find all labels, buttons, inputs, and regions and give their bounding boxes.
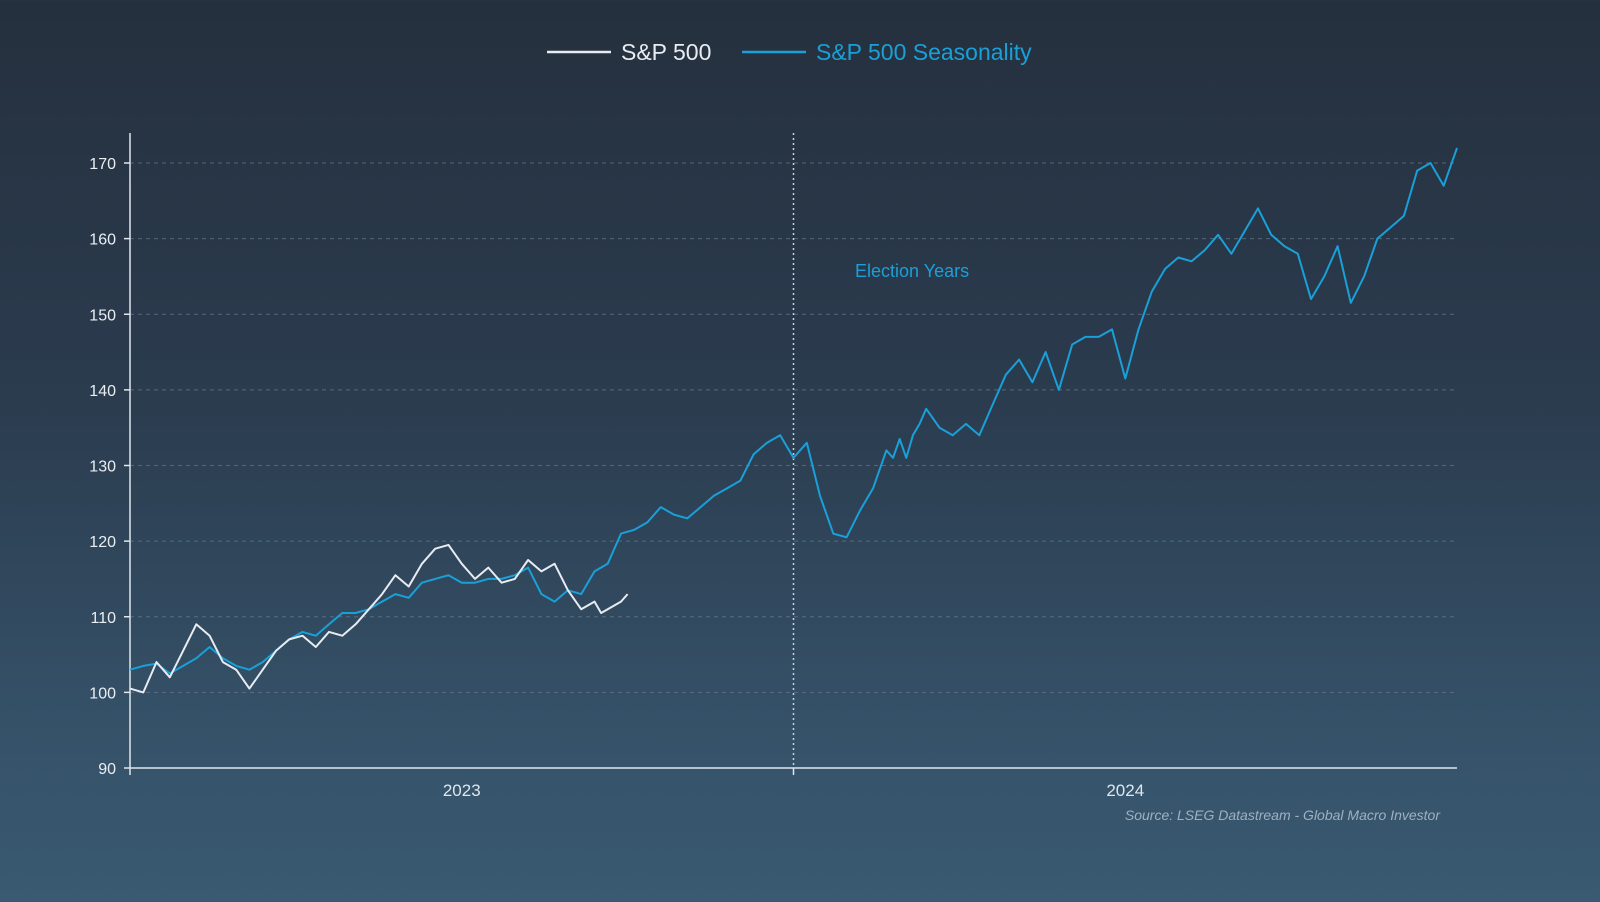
- source-note: Source: LSEG Datastream - Global Macro I…: [1125, 807, 1441, 823]
- legend-item-sp500-seasonality-label: S&P 500 Seasonality: [816, 39, 1032, 65]
- y-tick-label-150: 150: [89, 307, 116, 324]
- labels: Election Years Source: LSEG Datastream - …: [855, 261, 1441, 823]
- series-line-sp500: [129, 543, 629, 694]
- axes: 90 100 110 120 130 140 150 160 170 2023 2024: [89, 133, 1457, 800]
- x-tick-label-2024: 2024: [1106, 781, 1144, 800]
- y-tick-label-120: 120: [89, 534, 116, 551]
- legend: S&P 500 S&P 500 Seasonality: [547, 39, 1032, 65]
- legend-item-sp500: S&P 500: [547, 39, 711, 65]
- y-tick-label-130: 130: [89, 459, 116, 476]
- y-tick-label-110: 110: [90, 610, 116, 627]
- gridlines: [130, 162, 1457, 693]
- y-tick-label-160: 160: [89, 232, 116, 249]
- legend-item-sp500-seasonality: S&P 500 Seasonality: [742, 39, 1032, 65]
- y-tick-label-90: 90: [98, 761, 116, 778]
- legend-item-sp500-label: S&P 500: [621, 39, 711, 65]
- series-layer: [129, 147, 1458, 694]
- x-tick-label-2023: 2023: [443, 781, 481, 800]
- y-tick-label-140: 140: [89, 383, 116, 400]
- y-tick-label-170: 170: [89, 156, 116, 173]
- y-tick-label-100: 100: [89, 685, 116, 702]
- annotation-election-years: Election Years: [855, 261, 969, 281]
- series-line-sp500-seasonality: [129, 147, 1458, 675]
